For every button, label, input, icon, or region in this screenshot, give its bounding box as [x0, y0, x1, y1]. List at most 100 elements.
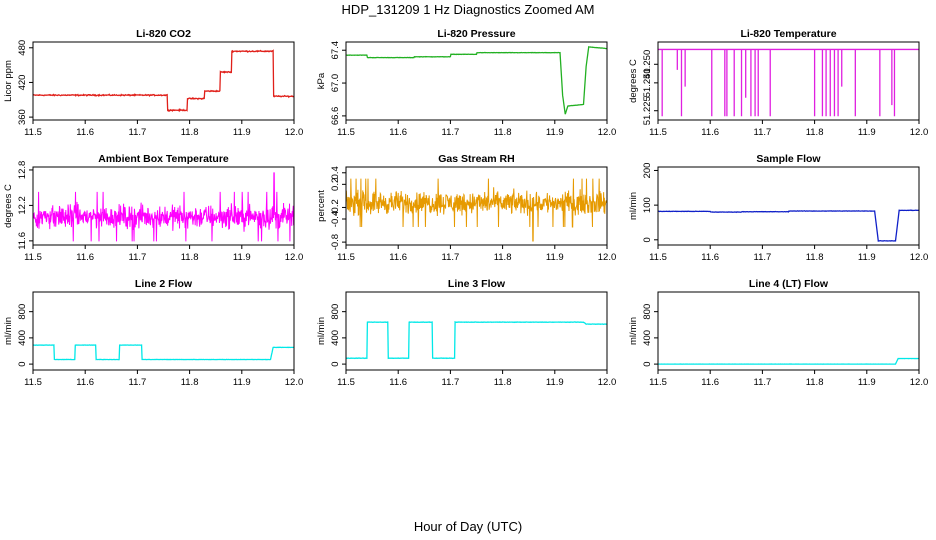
y-tick-label: 0.4	[330, 166, 341, 179]
x-tick-label: 11.7	[442, 377, 460, 388]
y-tick-label: 0	[642, 237, 653, 242]
panel-title: Li-820 Pressure	[437, 28, 515, 40]
x-tick-label: 11.7	[754, 377, 772, 388]
x-tick-label: 11.7	[129, 127, 147, 138]
x-tick-label: 11.6	[76, 252, 94, 263]
plot-frame	[657, 166, 920, 246]
y-axis-label: Licor ppm	[3, 60, 14, 102]
figure-title: HDP_131209 1 Hz Diagnostics Zoomed AM	[342, 2, 595, 17]
x-tick-label: 11.8	[181, 252, 199, 263]
y-tick-label: 480	[17, 40, 28, 56]
x-tick-label: 12.0	[285, 252, 304, 263]
series-line	[33, 344, 294, 361]
x-tick-label: 11.7	[442, 252, 460, 263]
y-tick-label: 0.2	[330, 178, 341, 191]
panel-title: Gas Stream RH	[438, 153, 514, 165]
x-tick-label: 11.5	[649, 127, 667, 138]
plot-frame	[657, 291, 920, 371]
panel-title: Line 2 Flow	[135, 278, 193, 290]
y-tick-label: 0	[17, 361, 28, 366]
chart-panel-2: Li-820 Pressure kPa 11.5 11.6 11.7 11.8 11.9 12…	[316, 28, 616, 138]
x-tick-label: 11.5	[337, 252, 355, 263]
series-group	[33, 49, 294, 113]
y-axis-label: degrees C	[628, 59, 639, 103]
y-axis-label: ml/min	[628, 317, 639, 345]
y-axis-label: ml/min	[628, 192, 639, 220]
chart-panel-1: Li-820 CO2 Licor ppm 11.5 11.6 11.7 11.8 11.9 1…	[3, 28, 303, 138]
series-group	[33, 172, 294, 242]
x-tick-label: 11.9	[546, 377, 564, 388]
y-tick-label: 0	[642, 361, 653, 366]
x-tick-label: 11.7	[129, 377, 147, 388]
y-tick-label: 800	[642, 304, 653, 320]
figure-xlabel: Hour of Day (UTC)	[414, 519, 522, 534]
x-tick-label: 11.7	[754, 127, 772, 138]
y-tick-label: 51.250	[642, 50, 653, 79]
plot-frame	[32, 166, 295, 246]
chart-panel-8: Line 3 Flow ml/min 11.5 11.6 11.7 11.8 11.9 12.…	[316, 278, 616, 388]
x-tick-label: 12.0	[285, 127, 304, 138]
x-tick-label: 11.8	[181, 377, 199, 388]
x-tick-label: 11.8	[806, 252, 824, 263]
x-tick-label: 11.5	[24, 127, 42, 138]
y-tick-label: 800	[330, 304, 341, 320]
series-line	[658, 209, 919, 242]
chart-panel-4: Ambient Box Temperature degrees C 11.5 11.6…	[3, 153, 303, 263]
x-tick-label: 11.6	[389, 377, 407, 388]
series-group	[33, 344, 294, 361]
x-tick-label: 11.8	[181, 127, 199, 138]
panel-title: Line 4 (LT) Flow	[749, 278, 829, 290]
series-group	[346, 45, 607, 115]
panel-title: Sample Flow	[756, 153, 821, 165]
x-tick-label: 11.7	[129, 252, 147, 263]
x-tick-label: 11.8	[806, 127, 824, 138]
series-group	[346, 178, 607, 242]
y-tick-label: 360	[17, 109, 28, 125]
x-tick-label: 11.5	[337, 127, 355, 138]
x-tick-label: 11.8	[806, 377, 824, 388]
x-tick-label: 12.0	[285, 377, 304, 388]
x-tick-label: 11.9	[546, 127, 564, 138]
x-tick-label: 11.5	[24, 252, 42, 263]
chart-panel-7: Line 2 Flow ml/min 11.5 11.6 11.7 11.8 11.9 12.…	[3, 278, 303, 388]
series-line	[33, 49, 294, 113]
x-tick-label: 11.8	[494, 377, 512, 388]
chart-panel-3: Li-820 Temperature degrees C 11.5 11.6 11.7 1…	[628, 28, 928, 138]
x-tick-label: 11.9	[858, 252, 876, 263]
chart-panel-9: Line 4 (LT) Flow ml/min 11.5 11.6 11.7 11.8 11…	[628, 278, 928, 388]
x-tick-label: 11.8	[494, 127, 512, 138]
y-axis-label: kPa	[316, 72, 327, 89]
y-tick-label: -0.2	[330, 199, 341, 215]
series-line	[346, 320, 607, 360]
y-tick-label: 100	[642, 197, 653, 213]
y-axis-label: degrees C	[3, 184, 14, 228]
panel-grid: Li-820 CO2 Licor ppm 11.5 11.6 11.7 11.8 11.9 1…	[3, 28, 928, 388]
panel-title: Line 3 Flow	[448, 278, 506, 290]
x-tick-label: 11.5	[649, 377, 667, 388]
x-tick-label: 11.6	[701, 252, 719, 263]
y-tick-label: 51.225	[642, 96, 653, 125]
y-tick-label: 200	[642, 163, 653, 179]
y-tick-label: 0	[330, 361, 341, 366]
series-line	[346, 45, 607, 115]
x-tick-label: 11.9	[233, 252, 251, 263]
x-tick-label: 12.0	[598, 377, 617, 388]
x-tick-label: 11.6	[76, 127, 94, 138]
y-tick-label: 400	[330, 330, 341, 346]
series-group	[658, 48, 919, 117]
x-tick-label: 11.6	[389, 252, 407, 263]
x-tick-label: 12.0	[910, 252, 929, 263]
x-tick-label: 11.6	[701, 127, 719, 138]
y-tick-label: 400	[642, 330, 653, 346]
plot-frame	[32, 291, 295, 371]
x-tick-label: 11.7	[442, 127, 460, 138]
series-group	[658, 209, 919, 242]
y-axis-label: ml/min	[3, 317, 14, 345]
x-tick-label: 11.5	[24, 377, 42, 388]
panel-title: Ambient Box Temperature	[98, 153, 229, 165]
plot-frame	[345, 41, 608, 121]
series-group	[658, 357, 919, 365]
plot-frame	[345, 291, 608, 371]
